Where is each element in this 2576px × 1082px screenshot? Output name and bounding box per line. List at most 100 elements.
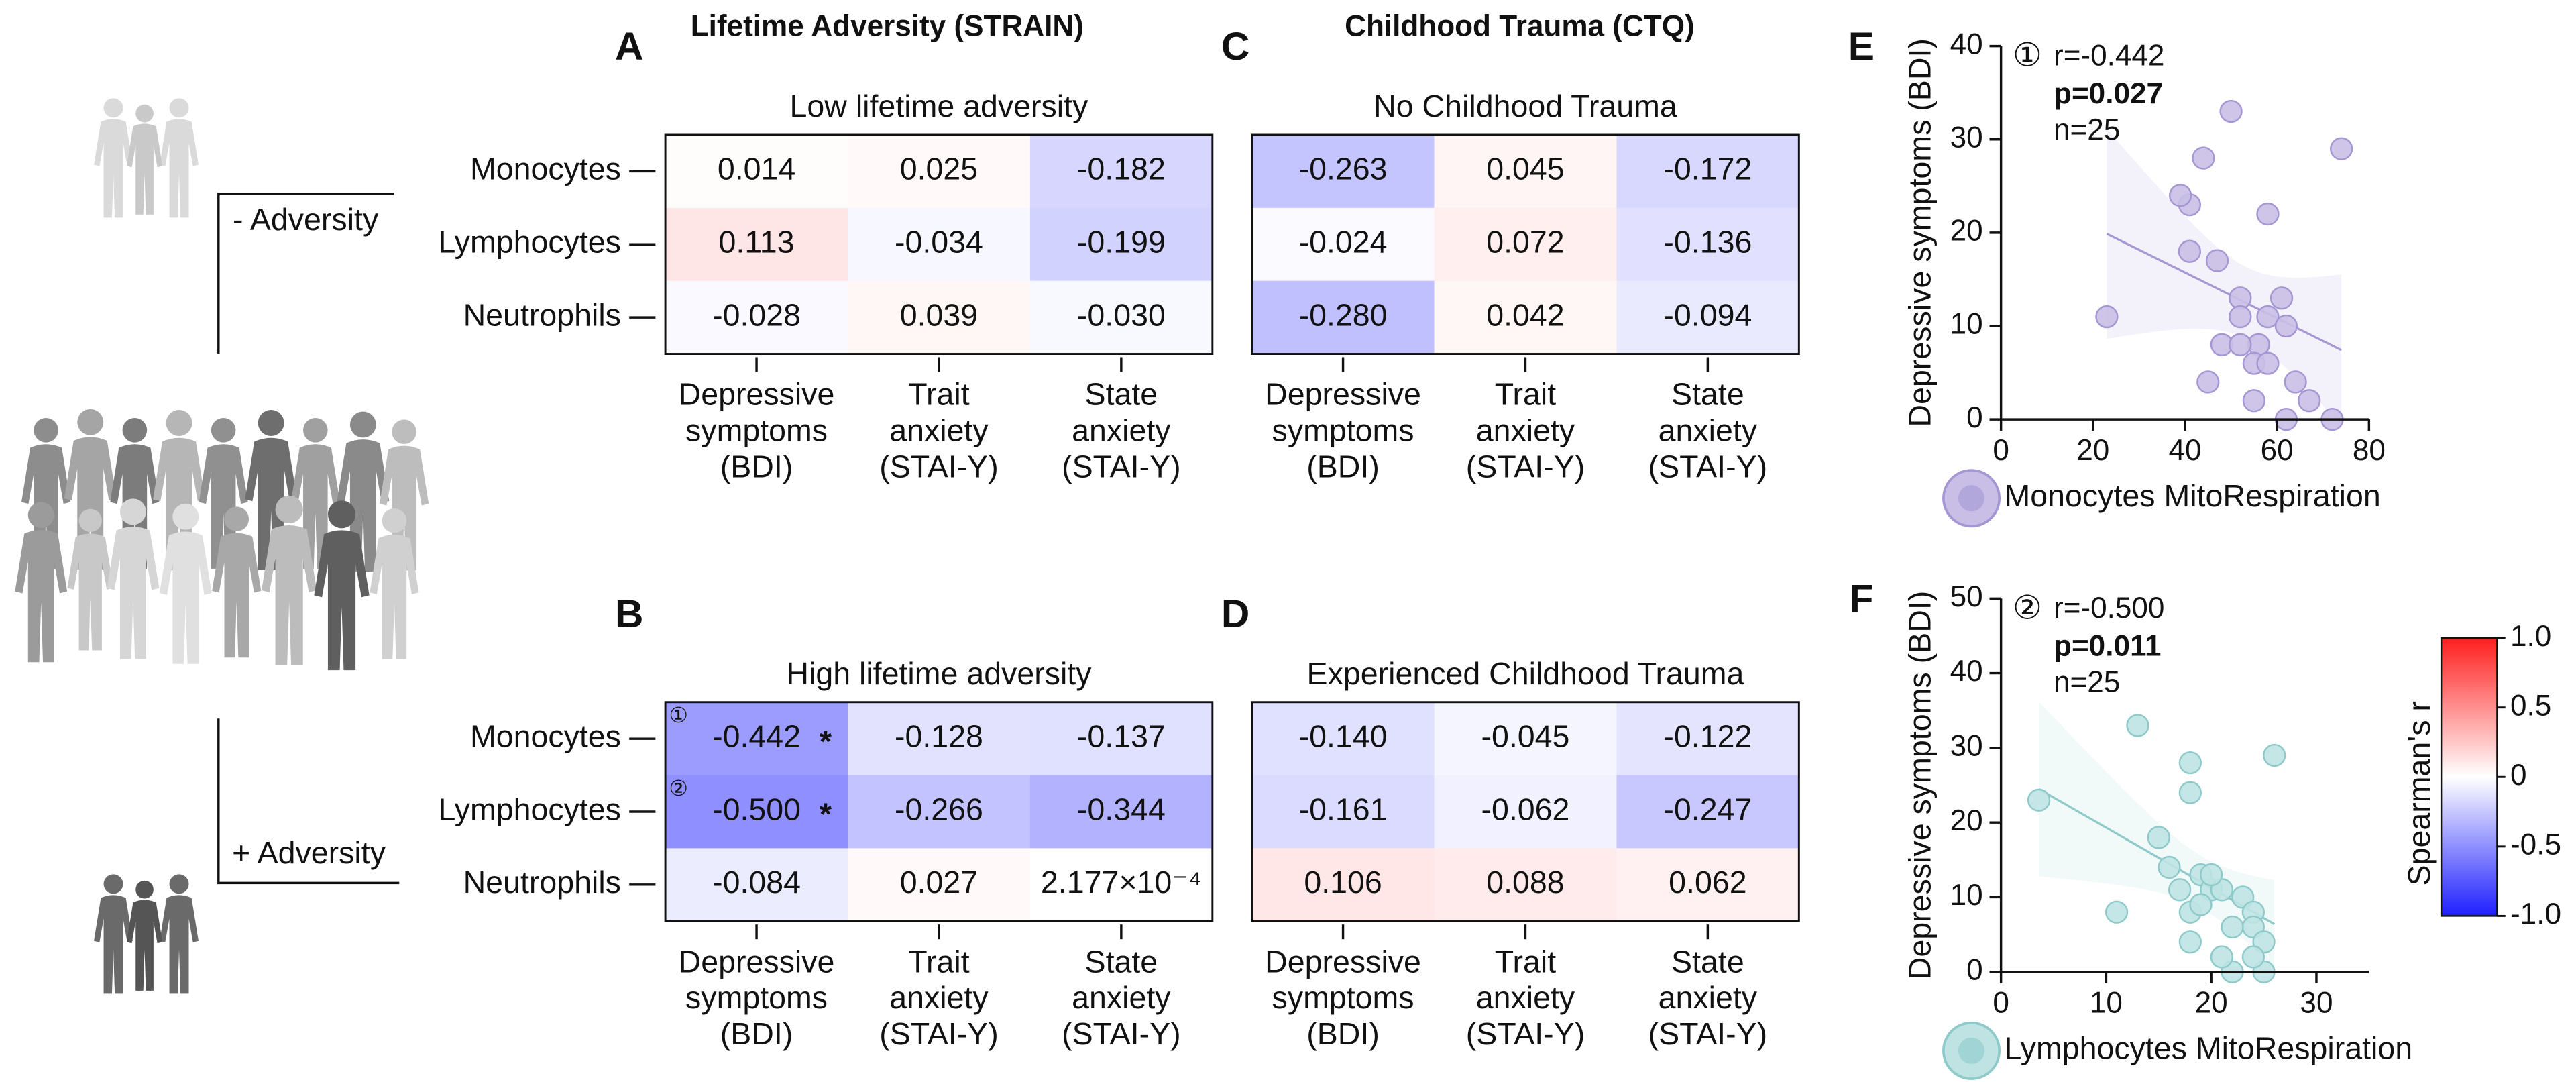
column-label: Trait xyxy=(1495,377,1556,412)
panel-letter: E xyxy=(1848,25,1874,68)
data-point xyxy=(2196,370,2220,394)
cell-value: 0.025 xyxy=(900,152,978,186)
panel-letter: C xyxy=(1221,25,1249,68)
heatmap-cell xyxy=(848,775,1031,849)
column-label: Depressive xyxy=(1265,377,1421,412)
heatmap-cell xyxy=(1029,280,1214,355)
heatmap-cell xyxy=(665,207,849,282)
data-point xyxy=(2178,751,2202,775)
cell-value: -0.266 xyxy=(895,792,983,826)
cell-value: -0.442 xyxy=(712,718,801,753)
x-axis-label: Monocytes MitoRespiration xyxy=(2005,478,2381,513)
confidence-band xyxy=(2107,128,2342,426)
column-label: (STAI-Y) xyxy=(1648,449,1767,484)
cell-value: 0.039 xyxy=(900,297,978,332)
row-label: Lymphocytes xyxy=(439,225,621,260)
x-tick-label: 0 xyxy=(1993,434,2009,467)
row-label: Neutrophils xyxy=(463,297,621,332)
cell-value: -0.500 xyxy=(712,792,801,826)
data-point xyxy=(2178,781,2202,804)
row-label: Lymphocytes xyxy=(439,792,621,826)
x-tick-label: 0 xyxy=(1993,986,2009,1019)
person xyxy=(67,508,114,651)
y-axis-label: Depressive symptoms (BDI) xyxy=(1902,38,1937,427)
column-label: symptoms xyxy=(1272,980,1414,1015)
annotation-r: r=-0.500 xyxy=(2054,592,2164,625)
cell-value: -0.062 xyxy=(1481,792,1570,826)
column-label: anxiety xyxy=(1072,413,1171,447)
heatmap-cell xyxy=(848,280,1031,355)
heatmap-frame xyxy=(664,133,1214,356)
column-label: Depressive xyxy=(679,377,835,412)
row-label: Monocytes xyxy=(470,152,621,186)
cell-value: -0.199 xyxy=(1077,225,1166,260)
heatmap-cell xyxy=(1616,702,1800,776)
data-point xyxy=(2027,788,2051,812)
x-tick-label: 60 xyxy=(2261,434,2294,467)
data-point xyxy=(2256,351,2280,375)
person xyxy=(160,98,199,218)
column-label: anxiety xyxy=(1476,980,1575,1015)
x-tick-label: 30 xyxy=(2300,986,2333,1019)
heatmap-cell xyxy=(665,702,849,776)
x-axis-label: Lymphocytes MitoRespiration xyxy=(2005,1031,2413,1066)
data-point xyxy=(2147,826,2170,849)
annotation-p: p=0.011 xyxy=(2054,629,2162,662)
y-tick-label: 20 xyxy=(1950,215,1983,248)
data-point xyxy=(2256,305,2280,329)
colorbar-tick-label: 0.5 xyxy=(2510,689,2551,722)
data-point xyxy=(2168,184,2192,207)
data-point xyxy=(2274,314,2298,338)
data-point xyxy=(2284,370,2307,394)
x-tick-label: 10 xyxy=(2090,986,2123,1019)
column-label: anxiety xyxy=(1659,980,1758,1015)
data-point xyxy=(2168,878,2192,902)
cell-value: 0.072 xyxy=(1486,225,1564,260)
column-label: symptoms xyxy=(685,980,828,1015)
heatmap-cell xyxy=(1616,280,1800,355)
x-tick-label: 20 xyxy=(2195,986,2228,1019)
column-label: (STAI-Y) xyxy=(1648,1016,1767,1051)
cell-value: -0.161 xyxy=(1299,792,1388,826)
heatmap-cell xyxy=(1251,135,1435,209)
column-label: (STAI-Y) xyxy=(1466,449,1585,484)
column-label: symptoms xyxy=(685,413,828,447)
cell-value: -0.172 xyxy=(1663,152,1752,186)
cell-value: -0.122 xyxy=(1663,718,1752,753)
column-label: anxiety xyxy=(889,413,989,447)
cell-value: -0.280 xyxy=(1299,297,1388,332)
column-label: (STAI-Y) xyxy=(879,1016,998,1051)
y-tick-label: 10 xyxy=(1950,308,1983,341)
heatmap-cell xyxy=(1616,207,1800,282)
column-label: Trait xyxy=(1495,944,1556,979)
heatmap-cell xyxy=(1434,135,1618,209)
cell-icon-nucleus xyxy=(1958,485,1985,512)
column-label: symptoms xyxy=(1272,413,1414,447)
heatmap-cell xyxy=(848,207,1031,282)
person xyxy=(126,104,163,215)
cell-value: 0.042 xyxy=(1486,297,1564,332)
data-point xyxy=(2229,333,2252,356)
heatmap-cell xyxy=(848,702,1031,776)
data-point xyxy=(2105,900,2129,924)
section-title: Lifetime Adversity (STRAIN) xyxy=(691,9,1084,42)
y-tick-label: 0 xyxy=(1966,401,1983,434)
column-label: anxiety xyxy=(1476,413,1575,447)
cell-value: -0.247 xyxy=(1663,792,1752,826)
panel-letter: B xyxy=(615,592,643,636)
column-label: (STAI-Y) xyxy=(1062,449,1180,484)
data-point xyxy=(2095,305,2119,329)
heatmap-cell xyxy=(1616,135,1800,209)
person xyxy=(126,880,163,991)
heatmap-cell xyxy=(1251,775,1435,849)
cell-value: -0.024 xyxy=(1299,225,1388,260)
cell-value: 0.045 xyxy=(1486,152,1564,186)
row-label: Monocytes xyxy=(470,718,621,753)
data-point xyxy=(2229,305,2252,329)
y-tick-label: 10 xyxy=(1950,879,1983,912)
group-label: - Adversity xyxy=(233,202,379,237)
annotation-marker: ② xyxy=(2013,590,2042,626)
cell-value: -0.084 xyxy=(712,865,801,900)
heatmap-cell xyxy=(1434,775,1618,849)
